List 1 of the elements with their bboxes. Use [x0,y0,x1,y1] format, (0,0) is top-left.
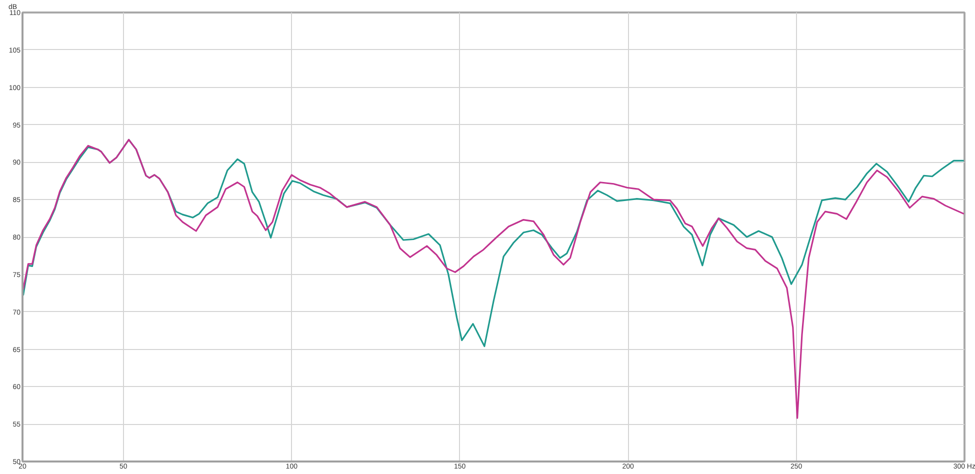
line-series [22,138,964,419]
